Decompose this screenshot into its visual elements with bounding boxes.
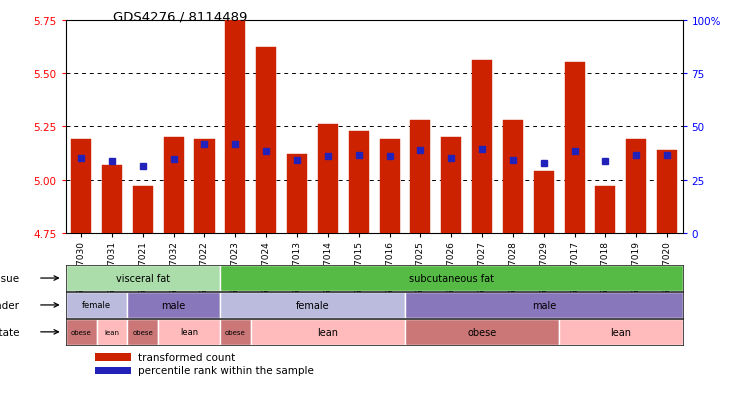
Bar <box>564 63 585 233</box>
Bar <box>405 292 683 318</box>
Text: visceral fat: visceral fat <box>116 273 170 283</box>
Bar <box>410 121 431 233</box>
Bar <box>66 292 127 318</box>
Bar <box>472 61 492 233</box>
Bar <box>96 367 131 375</box>
Text: male: male <box>531 300 556 310</box>
Bar <box>66 319 96 345</box>
Text: subcutaneous fat: subcutaneous fat <box>409 273 493 283</box>
Bar <box>127 292 220 318</box>
Bar <box>96 353 131 361</box>
Bar <box>256 48 276 233</box>
Bar <box>657 150 677 233</box>
Text: lean: lean <box>318 327 339 337</box>
Bar <box>349 131 369 233</box>
Text: male: male <box>161 300 185 310</box>
Bar <box>226 21 245 233</box>
Bar <box>220 319 251 345</box>
Bar <box>380 140 399 233</box>
Bar <box>220 292 405 318</box>
Bar <box>133 187 153 233</box>
Bar <box>71 140 91 233</box>
Text: female: female <box>296 300 329 310</box>
Bar <box>251 319 405 345</box>
Text: lean: lean <box>610 327 631 337</box>
Bar <box>164 138 184 233</box>
Bar <box>220 266 683 291</box>
Text: GDS4276 / 8114489: GDS4276 / 8114489 <box>113 10 247 23</box>
Text: obese: obese <box>71 329 91 335</box>
Text: percentile rank within the sample: percentile rank within the sample <box>137 366 313 375</box>
Text: female: female <box>82 301 111 310</box>
Text: obese: obese <box>132 329 153 335</box>
Bar <box>596 187 615 233</box>
Bar <box>158 319 220 345</box>
Text: lean: lean <box>180 328 198 337</box>
Bar <box>405 319 559 345</box>
Bar <box>127 319 158 345</box>
Bar <box>96 319 128 345</box>
Text: disease state: disease state <box>0 327 20 337</box>
Text: obese: obese <box>467 327 496 337</box>
Bar <box>626 140 646 233</box>
Bar <box>194 140 215 233</box>
Bar <box>441 138 461 233</box>
Bar <box>287 154 307 233</box>
Bar <box>503 121 523 233</box>
Text: tissue: tissue <box>0 273 20 283</box>
Text: transformed count: transformed count <box>137 352 235 362</box>
Text: lean: lean <box>104 329 120 335</box>
Bar <box>559 319 683 345</box>
Bar <box>66 266 220 291</box>
Bar <box>102 165 122 233</box>
Text: gender: gender <box>0 300 20 310</box>
Text: obese: obese <box>225 329 246 335</box>
Bar <box>318 125 338 233</box>
Bar <box>534 172 554 233</box>
